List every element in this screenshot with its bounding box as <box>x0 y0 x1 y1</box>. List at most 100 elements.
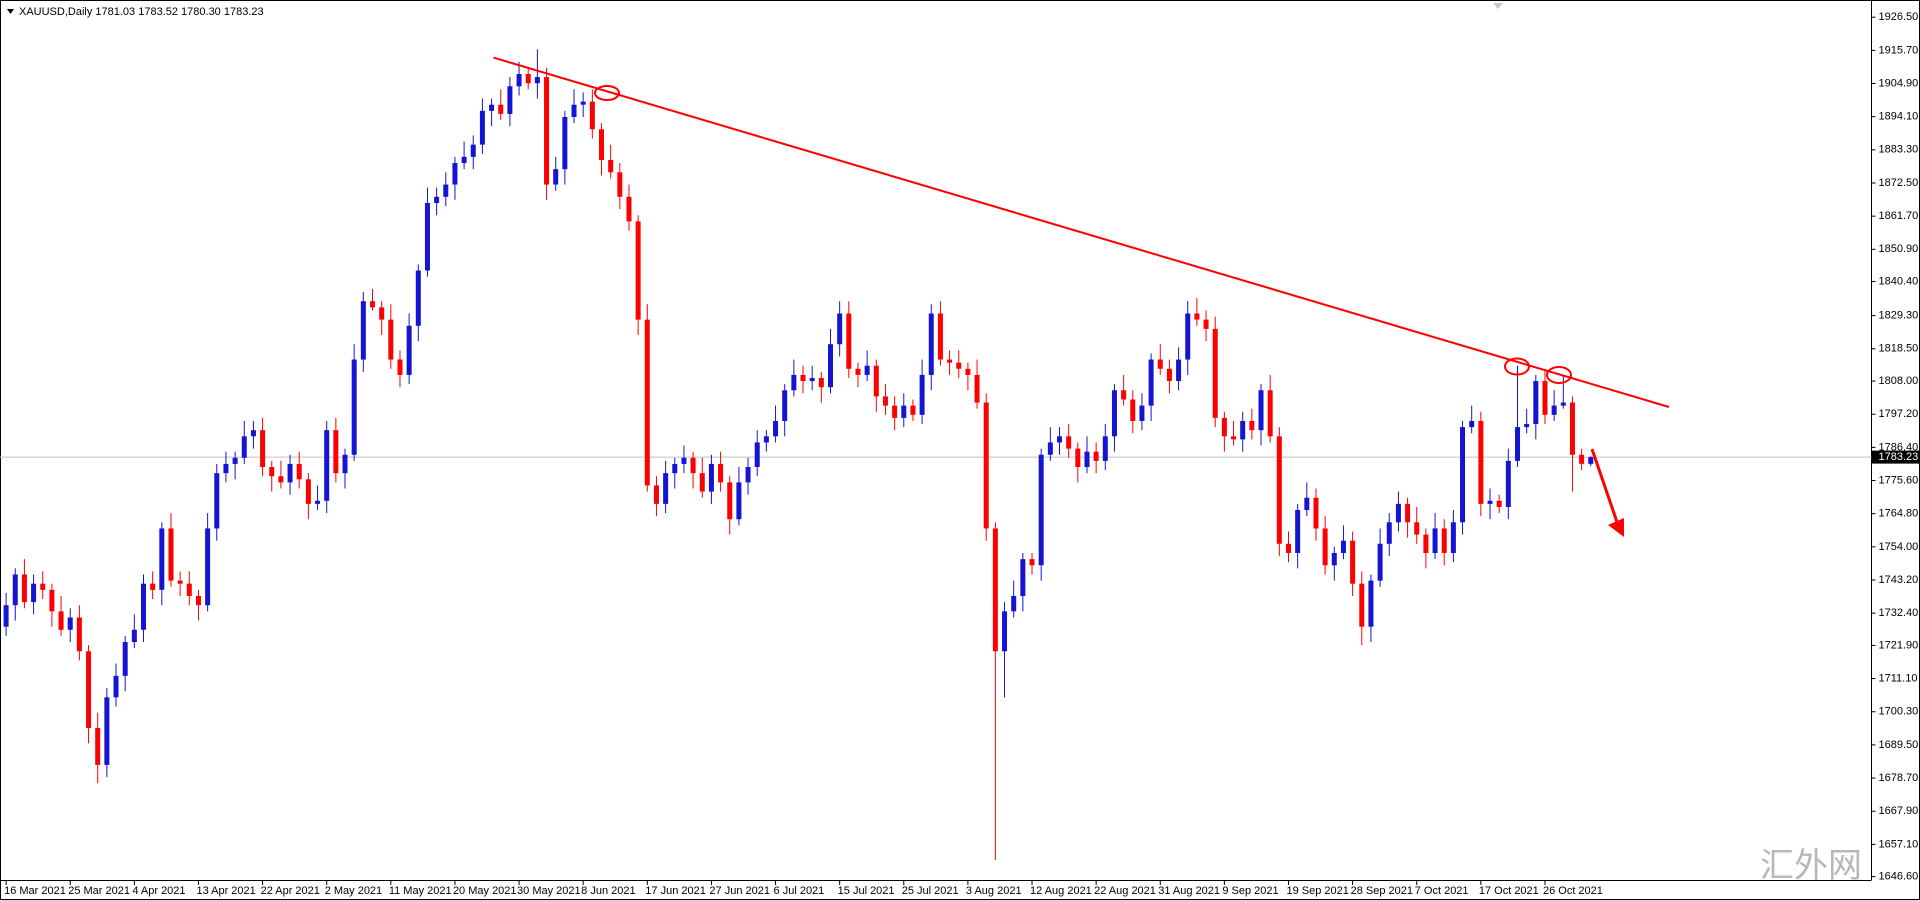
candle-body <box>1029 559 1035 566</box>
x-tick-label: 19 Sep 2021 <box>1287 885 1349 897</box>
candle-body <box>131 629 137 643</box>
y-tick-label: 1797.20 <box>1879 408 1919 420</box>
y-tick-label: 1732.40 <box>1879 607 1919 619</box>
candle-body <box>837 313 843 345</box>
candle-body <box>223 463 229 474</box>
candle-body <box>1002 611 1008 652</box>
candle-body <box>1432 528 1438 553</box>
candle-body <box>379 307 385 320</box>
x-tick-label: 8 Jun 2021 <box>581 885 635 897</box>
candle-body <box>745 467 751 483</box>
candle-body <box>351 359 357 455</box>
x-tick-label: 13 Apr 2021 <box>196 885 255 897</box>
candle-body <box>553 169 559 185</box>
candle-body <box>901 405 907 418</box>
candle-body <box>965 368 971 375</box>
candle-body <box>1579 454 1585 464</box>
candle-body <box>507 86 513 114</box>
candle-body <box>342 454 348 474</box>
x-tick-label: 4 Apr 2021 <box>132 885 185 897</box>
candle-body <box>1276 436 1282 544</box>
y-tick-label: 1743.20 <box>1879 574 1919 586</box>
plot <box>0 49 1872 861</box>
candle-body <box>663 473 669 504</box>
x-tick-label: 11 May 2021 <box>389 885 452 897</box>
candle-body <box>571 104 577 117</box>
candle-body <box>544 77 550 185</box>
candle-body <box>21 574 27 603</box>
candle-body <box>1176 359 1182 382</box>
x-tick-label: 16 Mar 2021 <box>4 885 66 897</box>
y-tick-label: 1657.10 <box>1879 838 1919 850</box>
candle-body <box>699 473 705 492</box>
x-tick-label: 17 Jun 2021 <box>645 885 706 897</box>
candle-body <box>1093 451 1099 461</box>
y-tick-label: 1861.70 <box>1879 210 1919 222</box>
candle-body <box>873 365 879 397</box>
candle-body <box>195 595 201 606</box>
candle-body <box>1020 559 1026 596</box>
candle-body <box>1359 583 1365 627</box>
y-tick-label: 1754.00 <box>1879 541 1919 553</box>
candle-body <box>882 396 888 406</box>
y-tick-label: 1646.60 <box>1879 871 1919 883</box>
candle-body <box>406 325 412 375</box>
candle-body <box>177 580 183 584</box>
x-tick-label: 25 Jul 2021 <box>902 885 959 897</box>
y-tick-label: 1829.30 <box>1879 310 1919 322</box>
candle-body <box>1194 313 1200 320</box>
candle-body <box>1368 580 1374 627</box>
candle-body <box>983 402 989 529</box>
candle-body <box>617 172 623 197</box>
candle-body <box>1551 405 1557 415</box>
candle-body <box>1212 328 1218 418</box>
candle-body <box>818 377 824 388</box>
y-tick-label: 1786.40 <box>1879 441 1919 453</box>
candle-body <box>1505 460 1511 507</box>
candle-body <box>1560 402 1566 406</box>
candle-body <box>498 104 504 114</box>
candle-body <box>1139 405 1145 421</box>
candle-body <box>86 651 92 729</box>
candle-body <box>992 528 998 652</box>
candle-body <box>1231 436 1237 440</box>
candle-body <box>516 73 522 87</box>
y-tick-label: 1840.40 <box>1879 275 1919 287</box>
candle-body <box>1148 359 1154 406</box>
candle-body <box>452 163 458 185</box>
x-tick-label: 31 Aug 2021 <box>1158 885 1220 897</box>
candle-body <box>1203 319 1209 329</box>
candle-body <box>956 362 962 369</box>
candle-body <box>122 642 128 676</box>
candle-body <box>580 101 586 105</box>
candle-body <box>892 405 898 418</box>
candle-body <box>937 313 943 360</box>
candle-body <box>205 528 211 606</box>
candle-body <box>644 319 650 486</box>
candle-body <box>333 430 339 474</box>
candle-body <box>1166 368 1172 382</box>
y-tick-label: 1894.10 <box>1879 111 1919 123</box>
candle-body <box>1240 420 1246 440</box>
arrow-head <box>1608 518 1624 537</box>
shift-marker <box>1493 3 1503 9</box>
candle-body <box>260 430 266 468</box>
y-tick-label: 1678.70 <box>1879 772 1919 784</box>
y-tick-label: 1764.80 <box>1879 508 1919 520</box>
candle-body <box>718 463 724 483</box>
candle-body <box>1313 497 1319 529</box>
candle-body <box>672 463 678 474</box>
y-tick-label: 1700.30 <box>1879 706 1919 718</box>
candle-body <box>269 467 275 477</box>
x-tick-label: 15 Jul 2021 <box>838 885 895 897</box>
candle-body <box>1460 427 1466 523</box>
candle-body <box>525 73 531 84</box>
candle-body <box>1249 420 1255 431</box>
candle-body <box>141 583 146 630</box>
candle-body <box>1121 390 1127 400</box>
touch-circle <box>1546 366 1572 384</box>
watermark: 汇外网 <box>1760 846 1862 886</box>
candle-body <box>31 583 37 603</box>
